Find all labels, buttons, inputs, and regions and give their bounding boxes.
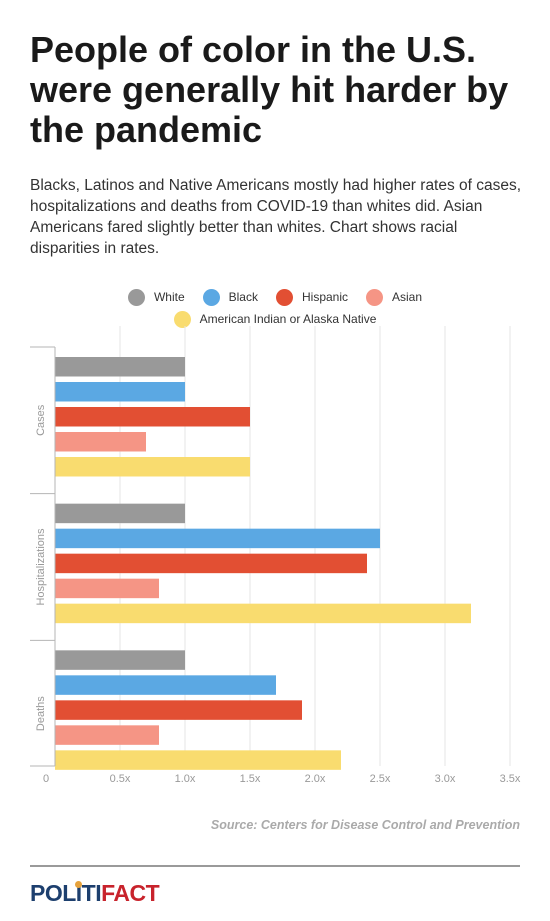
logo-i: I — [75, 880, 83, 907]
legend-swatch-asian — [366, 288, 384, 306]
bar-hospitalizations-american-indian-or-alaska-native — [55, 603, 471, 624]
logo-text-pol: POL — [30, 880, 76, 906]
bar-cases-asian — [55, 432, 146, 452]
legend-row-2: American Indian or Alaska Native — [30, 308, 520, 330]
bar-deaths-asian — [55, 725, 159, 745]
x-tick-label: 1.0x — [175, 773, 196, 785]
footer-divider — [30, 865, 520, 867]
bar-deaths-black — [55, 675, 276, 695]
bar-cases-hispanic — [55, 407, 250, 427]
legend: White Black Hispanic Asian American Indi… — [30, 286, 520, 330]
x-tick-label: 2.5x — [370, 773, 391, 785]
bar-hospitalizations-white — [55, 503, 185, 524]
logo-text-fact: FACT — [101, 880, 160, 906]
politifact-logo[interactable]: POLI TIFACT — [30, 880, 160, 907]
legend-label-native: American Indian or Alaska Native — [199, 312, 377, 326]
legend-label-asian: Asian — [392, 290, 423, 304]
legend-item-hispanic[interactable]: Hispanic — [275, 288, 349, 306]
legend-item-white[interactable]: White — [127, 288, 185, 306]
bar-cases-white — [55, 357, 185, 377]
bar-chart: Cases Hospitalizations Deaths 0 0.5x 1.0x 1.5x… — [30, 326, 521, 785]
chart-subtitle: Blacks, Latinos and Native Americans mos… — [30, 177, 522, 257]
legend-item-black[interactable]: Black — [202, 288, 258, 306]
bar-deaths-white — [55, 650, 185, 670]
legend-label-black: Black — [228, 290, 258, 304]
legend-label-hispanic: Hispanic — [301, 290, 349, 304]
chart-title: People of color in the U.S. were general… — [30, 29, 509, 150]
logo-text-ti: TI — [81, 880, 102, 906]
bar-hospitalizations-asian — [55, 578, 159, 599]
bar-deaths-hispanic — [55, 700, 302, 720]
legend-swatch-hispanic — [275, 288, 293, 306]
bar-cases-american-indian-or-alaska-native — [55, 457, 250, 477]
x-tick-label: 0.5x — [110, 773, 131, 785]
logo-i-letter: I — [75, 880, 82, 906]
x-tick-label: 3.5x — [500, 773, 521, 785]
category-label-hospitalizations: Hospitalizations — [35, 528, 47, 606]
bar-deaths-american-indian-or-alaska-native — [55, 750, 341, 770]
legend-row-1: White Black Hispanic Asian — [30, 286, 520, 308]
bar-cases-black — [55, 382, 185, 402]
legend-label-white: White — [153, 290, 185, 304]
x-tick-label: 3.0x — [435, 773, 456, 785]
x-tick-label: 0 — [43, 773, 49, 785]
x-tick-label: 2.0x — [305, 773, 326, 785]
logo-dot-icon — [75, 881, 83, 888]
category-label-cases: Cases — [35, 404, 47, 436]
legend-swatch-native — [173, 310, 191, 328]
bar-hospitalizations-black — [55, 528, 380, 549]
category-label-deaths: Deaths — [35, 696, 47, 731]
legend-item-asian[interactable]: Asian — [366, 288, 423, 306]
legend-swatch-black — [202, 288, 220, 306]
bar-hospitalizations-hispanic — [55, 553, 367, 574]
legend-swatch-white — [127, 288, 145, 306]
x-tick-label: 1.5x — [240, 773, 261, 785]
legend-item-native[interactable]: American Indian or Alaska Native — [173, 310, 377, 328]
source-note: Source: Centers for Disease Control and … — [210, 818, 520, 832]
